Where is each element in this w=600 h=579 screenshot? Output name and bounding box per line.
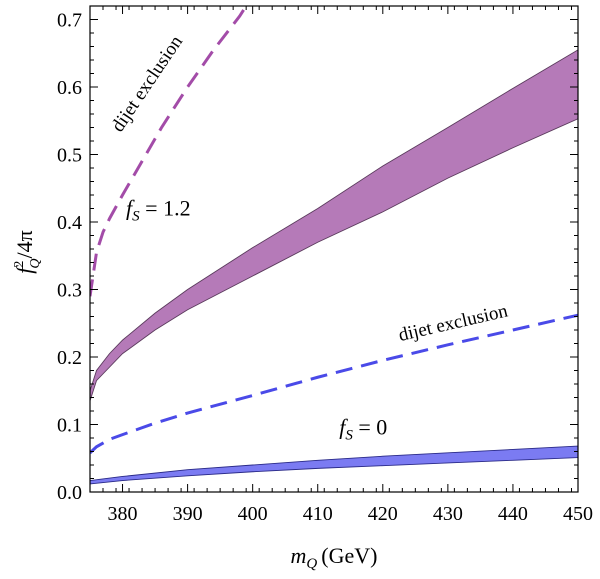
band-0 [90,49,578,402]
y-tick-label: 0.5 [57,145,82,167]
x-tick-label: 430 [433,503,463,525]
y-tick-labels: 0.0 0.1 0.2 0.3 0.4 0.5 0.6 0.7 [57,10,82,505]
y-tick-label: 0.1 [57,415,82,437]
annotation-fs12: fS = 1.2 [126,195,191,224]
y-tick-label: 0.3 [57,280,82,302]
dijet-exclusion-line-2 [90,6,248,297]
y-tick-label: 0.0 [57,482,82,504]
dijet-exclusion-line-3 [90,313,578,454]
x-axis-title: mQ (GeV) [291,543,378,572]
y-axis-title: f2Q/4π [12,230,43,273]
lines-layer [90,6,578,454]
x-tick-labels: 380 390 400 410 420 430 440 450 [108,503,593,525]
x-tick-label: 400 [238,503,268,525]
band-1 [90,445,578,485]
x-tick-label: 450 [563,503,593,525]
y-tick-label: 0.2 [57,347,82,369]
y-tick-label: 0.6 [57,77,82,99]
x-tick-label: 380 [108,503,138,525]
x-tick-label: 390 [173,503,203,525]
annotation-dijet_upper: dijet exclusion [107,31,187,135]
x-tick-label: 440 [498,503,528,525]
x-tick-label: 410 [303,503,333,525]
x-tick-label: 420 [368,503,398,525]
annotation-fs0: fS = 0 [339,415,387,444]
y-tick-label: 0.7 [57,10,82,32]
y-tick-label: 0.4 [57,212,82,234]
annotation-dijet_lower: dijet exclusion [397,300,511,346]
bands-layer [90,49,578,485]
ticks-layer [89,5,579,493]
